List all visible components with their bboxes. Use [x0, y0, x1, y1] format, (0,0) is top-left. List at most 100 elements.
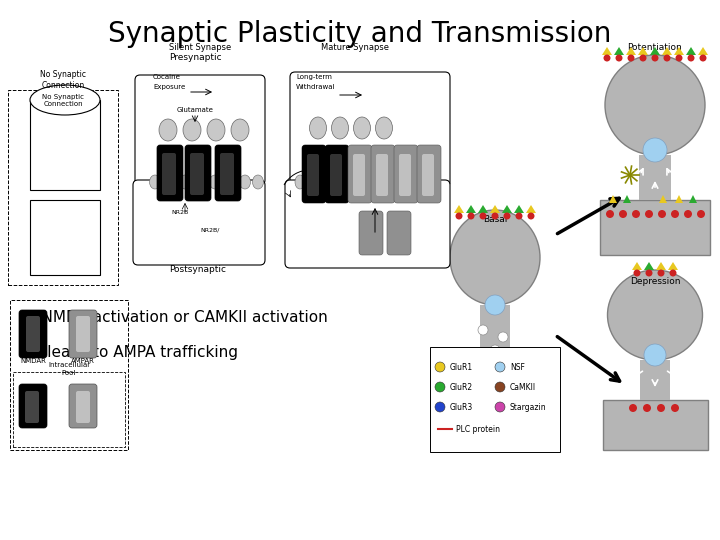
- Text: Potentiation: Potentiation: [628, 44, 683, 52]
- Circle shape: [526, 363, 534, 371]
- Bar: [445, 355, 545, 410]
- Text: AMPAR: AMPAR: [71, 358, 95, 364]
- Ellipse shape: [164, 175, 176, 189]
- Circle shape: [632, 210, 640, 218]
- Ellipse shape: [295, 175, 305, 189]
- Ellipse shape: [210, 175, 220, 189]
- FancyBboxPatch shape: [215, 145, 241, 201]
- Text: leads to AMPA trafficking: leads to AMPA trafficking: [18, 345, 238, 360]
- FancyBboxPatch shape: [348, 145, 372, 203]
- Circle shape: [478, 325, 488, 335]
- Circle shape: [697, 210, 705, 218]
- Polygon shape: [454, 205, 464, 213]
- Circle shape: [634, 269, 641, 276]
- FancyBboxPatch shape: [399, 154, 411, 196]
- FancyBboxPatch shape: [220, 153, 234, 195]
- Circle shape: [503, 213, 510, 219]
- Circle shape: [490, 345, 500, 355]
- Polygon shape: [668, 262, 678, 270]
- Ellipse shape: [150, 175, 161, 189]
- Ellipse shape: [360, 175, 370, 189]
- FancyBboxPatch shape: [135, 75, 265, 185]
- Text: •   NMDA activation or CAMKII activation: • NMDA activation or CAMKII activation: [18, 310, 328, 325]
- FancyBboxPatch shape: [162, 153, 176, 195]
- Polygon shape: [490, 205, 500, 213]
- Circle shape: [639, 55, 647, 62]
- Text: NSF: NSF: [510, 362, 525, 372]
- Ellipse shape: [321, 175, 331, 189]
- Polygon shape: [466, 205, 476, 213]
- Polygon shape: [638, 47, 648, 55]
- Text: Pool: Pool: [62, 370, 76, 376]
- FancyBboxPatch shape: [190, 153, 204, 195]
- Ellipse shape: [373, 175, 383, 189]
- Circle shape: [684, 210, 692, 218]
- Polygon shape: [502, 205, 512, 213]
- Ellipse shape: [334, 175, 344, 189]
- Circle shape: [492, 213, 498, 219]
- FancyBboxPatch shape: [157, 145, 183, 201]
- Text: Synaptic Plasticity and Transmission: Synaptic Plasticity and Transmission: [108, 20, 612, 48]
- FancyBboxPatch shape: [25, 391, 39, 423]
- Polygon shape: [626, 47, 636, 55]
- Circle shape: [467, 213, 474, 219]
- Text: Silent Synapse: Silent Synapse: [169, 44, 231, 52]
- Polygon shape: [478, 205, 488, 213]
- Circle shape: [646, 269, 652, 276]
- FancyBboxPatch shape: [133, 180, 265, 265]
- Circle shape: [645, 210, 653, 218]
- Polygon shape: [698, 47, 708, 55]
- Text: NMDAR: NMDAR: [20, 358, 46, 364]
- Circle shape: [657, 269, 665, 276]
- Circle shape: [470, 363, 478, 371]
- Polygon shape: [473, 353, 481, 360]
- Polygon shape: [602, 47, 612, 55]
- Ellipse shape: [399, 175, 409, 189]
- Circle shape: [616, 55, 623, 62]
- Polygon shape: [689, 195, 697, 203]
- Circle shape: [528, 213, 534, 219]
- Circle shape: [671, 210, 679, 218]
- Circle shape: [657, 404, 665, 412]
- Circle shape: [675, 55, 683, 62]
- Circle shape: [480, 213, 487, 219]
- Polygon shape: [623, 195, 631, 203]
- Bar: [600, 200, 710, 255]
- Text: Postsynaptic: Postsynaptic: [169, 266, 227, 274]
- FancyBboxPatch shape: [307, 154, 319, 196]
- Text: Long-term: Long-term: [296, 74, 332, 80]
- Text: Depression: Depression: [630, 278, 680, 287]
- Polygon shape: [461, 353, 469, 360]
- FancyBboxPatch shape: [290, 72, 450, 187]
- Bar: [639, 155, 671, 200]
- FancyBboxPatch shape: [359, 211, 383, 255]
- Ellipse shape: [207, 119, 225, 141]
- FancyBboxPatch shape: [26, 316, 40, 352]
- Polygon shape: [644, 262, 654, 270]
- Text: Basal: Basal: [483, 215, 507, 225]
- Text: Presynaptic: Presynaptic: [168, 53, 221, 63]
- Ellipse shape: [376, 117, 392, 139]
- Text: GluR2: GluR2: [450, 382, 473, 392]
- Ellipse shape: [450, 210, 540, 305]
- Ellipse shape: [159, 119, 177, 141]
- FancyBboxPatch shape: [285, 180, 450, 268]
- Ellipse shape: [308, 175, 318, 189]
- FancyBboxPatch shape: [13, 372, 125, 447]
- FancyBboxPatch shape: [8, 90, 118, 285]
- Circle shape: [688, 55, 695, 62]
- Ellipse shape: [608, 270, 703, 360]
- Bar: [603, 400, 708, 450]
- Circle shape: [629, 404, 637, 412]
- Circle shape: [456, 213, 462, 219]
- Text: Cocaine: Cocaine: [153, 74, 181, 80]
- Circle shape: [628, 55, 634, 62]
- FancyBboxPatch shape: [376, 154, 388, 196]
- Text: Exposure: Exposure: [153, 84, 185, 90]
- Polygon shape: [609, 195, 617, 203]
- Circle shape: [435, 362, 445, 372]
- Polygon shape: [514, 205, 524, 213]
- Circle shape: [652, 55, 659, 62]
- FancyBboxPatch shape: [10, 300, 128, 450]
- Polygon shape: [662, 47, 672, 55]
